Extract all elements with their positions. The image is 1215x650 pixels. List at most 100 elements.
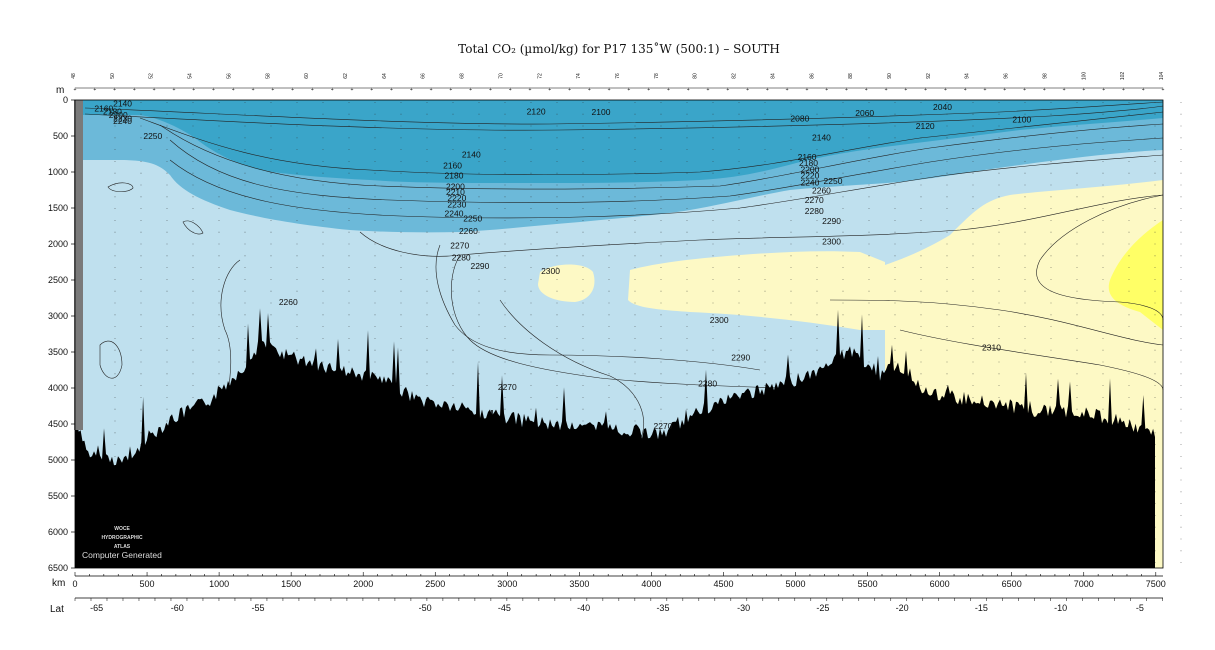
contour-line bbox=[182, 220, 204, 235]
depth-tick-label: 2500 bbox=[48, 275, 68, 285]
distance-tick-label: 4000 bbox=[641, 579, 661, 589]
left-margin-strip bbox=[74, 100, 83, 430]
latitude-tick-label: -65 bbox=[90, 603, 103, 613]
station-tick-mark: + bbox=[509, 87, 512, 93]
contour-label: 2280 bbox=[698, 379, 717, 389]
station-label: 86 bbox=[809, 73, 815, 79]
station-label: 50 bbox=[110, 73, 116, 79]
depth-unit-label: m bbox=[56, 85, 64, 96]
station-tick-mark: + bbox=[1122, 87, 1125, 93]
station-label: 94 bbox=[965, 73, 971, 79]
station-label: 98 bbox=[1042, 73, 1048, 79]
station-tick-mark: + bbox=[766, 87, 769, 93]
contour-label: 2310 bbox=[982, 343, 1001, 353]
distance-tick-label: 5500 bbox=[858, 579, 878, 589]
station-tick-mark: + bbox=[489, 87, 492, 93]
station-tick-mark: + bbox=[469, 87, 472, 93]
contour-label: 2250 bbox=[463, 214, 482, 224]
station-tick-mark: + bbox=[529, 87, 532, 93]
contour-label: 2140 bbox=[462, 150, 481, 160]
station-tick-mark: + bbox=[548, 87, 551, 93]
latitude-tick-label: -55 bbox=[252, 603, 265, 613]
depth-tick-label: 5500 bbox=[48, 491, 68, 501]
station-tick-mark: + bbox=[252, 87, 255, 93]
station-tick-mark: + bbox=[212, 87, 215, 93]
station-tick-mark: + bbox=[627, 87, 630, 93]
station-tick-mark: + bbox=[944, 87, 947, 93]
depth-tick-label: 500 bbox=[53, 131, 68, 141]
contour-label: 2270 bbox=[450, 240, 469, 250]
station-label: 72 bbox=[537, 73, 543, 79]
distance-tick-label: 2000 bbox=[353, 579, 373, 589]
contour-label: 2230 bbox=[113, 114, 132, 124]
contour-label: 2120 bbox=[527, 106, 546, 116]
contour-label: 2160 bbox=[443, 160, 462, 170]
station-label: 100 bbox=[1081, 72, 1087, 81]
contour-label: 2080 bbox=[790, 114, 809, 124]
station-label: 56 bbox=[226, 73, 232, 79]
distance-tick-label: 0 bbox=[72, 579, 77, 589]
plot-frame bbox=[74, 99, 1164, 569]
contour-label: 2140 bbox=[812, 132, 831, 142]
chart-title: Total CO₂ (µmol/kg) for P17 135˚W (500:1… bbox=[458, 41, 780, 56]
station-label: 84 bbox=[770, 73, 776, 79]
station-label: 60 bbox=[304, 73, 310, 79]
contour-line bbox=[159, 123, 1164, 190]
contour-label: 2100 bbox=[1012, 114, 1031, 124]
station-tick-mark: + bbox=[904, 87, 907, 93]
station-label: 70 bbox=[498, 73, 504, 79]
station-label: 68 bbox=[460, 73, 466, 79]
contour-label: 2250 bbox=[824, 176, 843, 186]
station-axis: + + + + + + + + + + + + + + + + + + + + + + + + + + + + + + + + + + + + + + + +… bbox=[71, 72, 1165, 93]
watermark-line: WOCE bbox=[114, 526, 130, 532]
distance-tick-label: 4500 bbox=[713, 579, 733, 589]
distance-unit-label: km bbox=[52, 578, 65, 589]
distance-tick-label: 1000 bbox=[209, 579, 229, 589]
contour-label: 2200 bbox=[800, 165, 819, 175]
station-tick-mark: + bbox=[390, 87, 393, 93]
station-tick-mark: + bbox=[410, 87, 413, 93]
contour-line bbox=[84, 105, 1164, 131]
station-tick-mark: + bbox=[133, 87, 136, 93]
station-tick-mark: + bbox=[1023, 87, 1026, 93]
contour-label: 2060 bbox=[855, 108, 874, 118]
station-tick-mark: + bbox=[74, 87, 77, 93]
contour-label: 2260 bbox=[279, 297, 298, 307]
latitude-tick-label: -40 bbox=[577, 603, 590, 613]
station-tick-mark: + bbox=[430, 87, 433, 93]
station-label: 90 bbox=[887, 73, 893, 79]
contour-label: 2280 bbox=[452, 253, 471, 263]
depth-tick-label: 4000 bbox=[48, 383, 68, 393]
depth-tick-label: 6500 bbox=[48, 563, 68, 573]
contour-label: 2260 bbox=[812, 186, 831, 196]
contour-label: 2040 bbox=[933, 102, 952, 112]
station-tick-mark: + bbox=[647, 87, 650, 93]
depth-tick-label: 3000 bbox=[48, 311, 68, 321]
station-label: 48 bbox=[71, 73, 77, 79]
station-tick-mark: + bbox=[786, 87, 789, 93]
contour-label: 2280 bbox=[805, 206, 824, 216]
station-tick-mark: + bbox=[93, 87, 96, 93]
station-label: 62 bbox=[343, 73, 349, 79]
station-tick-mark: + bbox=[924, 87, 927, 93]
station-label: 74 bbox=[576, 73, 582, 79]
depth-tick-label: 1000 bbox=[48, 167, 68, 177]
station-tick-mark: + bbox=[984, 87, 987, 93]
contour-line bbox=[169, 154, 1164, 219]
station-tick-mark: + bbox=[964, 87, 967, 93]
contour-label: 2300 bbox=[710, 315, 729, 325]
contour-label: 2270 bbox=[805, 195, 824, 205]
station-tick-mark: + bbox=[568, 87, 571, 93]
station-label: 54 bbox=[188, 73, 194, 79]
station-tick-mark: + bbox=[311, 87, 314, 93]
distance-tick-label: 3500 bbox=[569, 579, 589, 589]
contour-label: 2270 bbox=[498, 382, 517, 392]
contour-line bbox=[1036, 194, 1164, 321]
contour-label: 2240 bbox=[113, 116, 132, 126]
station-label: 52 bbox=[149, 73, 155, 79]
station-tick-mark: + bbox=[746, 87, 749, 93]
distance-tick-label: 6500 bbox=[1002, 579, 1022, 589]
station-tick-mark: + bbox=[113, 87, 116, 93]
contour-label: 2240 bbox=[445, 209, 464, 219]
station-label: 88 bbox=[848, 73, 854, 79]
